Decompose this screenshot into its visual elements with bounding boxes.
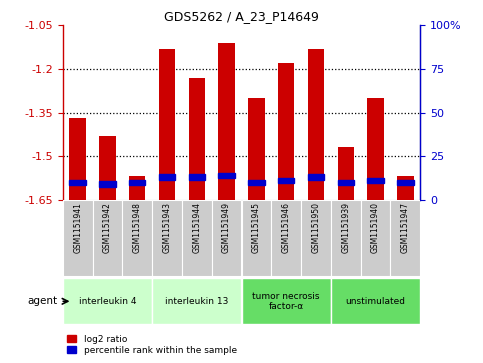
Text: GSM1151949: GSM1151949: [222, 202, 231, 253]
Text: GSM1151947: GSM1151947: [401, 202, 410, 253]
Bar: [70, 118, 86, 200]
Bar: [129, 176, 145, 200]
Bar: [338, 180, 354, 185]
Bar: [63, 200, 93, 276]
Bar: [218, 173, 235, 178]
Bar: [182, 200, 212, 276]
Bar: [218, 43, 235, 200]
Text: GSM1151944: GSM1151944: [192, 202, 201, 253]
Bar: [212, 200, 242, 276]
Bar: [122, 200, 152, 276]
Text: interleukin 13: interleukin 13: [165, 297, 228, 306]
Text: tumor necrosis
factor-α: tumor necrosis factor-α: [253, 291, 320, 311]
Bar: [397, 176, 413, 200]
Bar: [63, 278, 152, 324]
Text: GSM1151940: GSM1151940: [371, 202, 380, 253]
Bar: [248, 180, 265, 185]
Bar: [278, 63, 294, 200]
Bar: [368, 98, 384, 200]
Text: unstimulated: unstimulated: [345, 297, 406, 306]
Bar: [189, 174, 205, 180]
Title: GDS5262 / A_23_P14649: GDS5262 / A_23_P14649: [164, 10, 319, 23]
Bar: [361, 200, 390, 276]
Text: GSM1151941: GSM1151941: [73, 202, 82, 253]
Text: GSM1151939: GSM1151939: [341, 202, 350, 253]
Bar: [189, 78, 205, 200]
Bar: [331, 278, 420, 324]
Bar: [368, 178, 384, 183]
Bar: [390, 200, 420, 276]
Text: GSM1151942: GSM1151942: [103, 202, 112, 253]
Bar: [159, 174, 175, 180]
Bar: [397, 180, 413, 185]
Bar: [99, 136, 115, 200]
Bar: [248, 98, 265, 200]
Bar: [338, 147, 354, 200]
Text: GSM1151943: GSM1151943: [163, 202, 171, 253]
Bar: [70, 180, 86, 185]
Bar: [331, 200, 361, 276]
Bar: [152, 200, 182, 276]
Bar: [308, 49, 324, 200]
Bar: [242, 278, 331, 324]
Bar: [301, 200, 331, 276]
Text: GSM1151946: GSM1151946: [282, 202, 291, 253]
Bar: [159, 49, 175, 200]
Text: agent: agent: [28, 296, 58, 306]
Bar: [278, 178, 294, 183]
Bar: [129, 180, 145, 185]
Bar: [152, 278, 242, 324]
Text: GSM1151948: GSM1151948: [133, 202, 142, 253]
Bar: [271, 200, 301, 276]
Bar: [242, 200, 271, 276]
Bar: [93, 200, 122, 276]
Legend: log2 ratio, percentile rank within the sample: log2 ratio, percentile rank within the s…: [67, 335, 237, 355]
Bar: [308, 174, 324, 180]
Text: GSM1151950: GSM1151950: [312, 202, 320, 253]
Bar: [99, 182, 115, 187]
Text: interleukin 4: interleukin 4: [79, 297, 136, 306]
Text: GSM1151945: GSM1151945: [252, 202, 261, 253]
